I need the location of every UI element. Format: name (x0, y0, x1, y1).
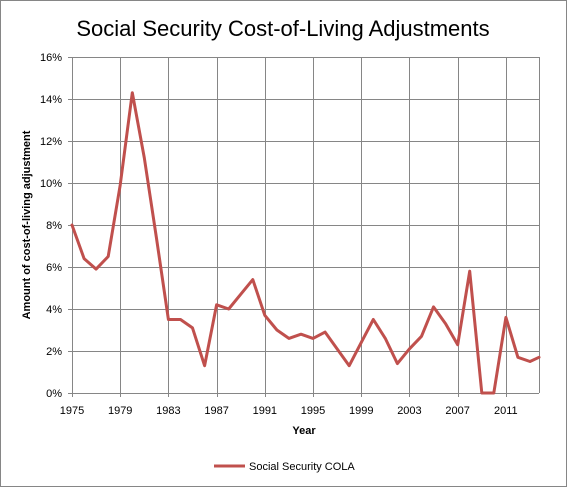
x-axis-tick-labels: 1975 1979 1983 1987 1991 1995 1999 2003 2007 2011 (60, 405, 518, 417)
gridlines (68, 57, 540, 397)
y-tick-label: 6% (46, 262, 62, 274)
x-tick-label: 2007 (445, 405, 469, 417)
legend-label: Social Security COLA (249, 461, 355, 473)
y-tick-label: 8% (46, 220, 62, 232)
y-tick-label: 12% (40, 136, 62, 148)
chart-title: Social Security Cost-of-Living Adjustmen… (76, 16, 489, 41)
y-tick-label: 4% (46, 304, 62, 316)
x-tick-label: 1983 (156, 405, 180, 417)
y-tick-label: 16% (40, 52, 62, 64)
x-axis-title: Year (292, 425, 316, 437)
legend: Social Security COLA (214, 461, 355, 473)
x-tick-label: 1999 (349, 405, 373, 417)
x-tick-label: 1991 (253, 405, 277, 417)
x-tick-label: 2003 (397, 405, 421, 417)
y-axis-title: Amount of cost-of-living adjustment (21, 130, 33, 319)
series-layer (70, 91, 541, 395)
x-tick-label: 1987 (204, 405, 228, 417)
series-line-social-security-cola (70, 91, 541, 395)
y-axis-tick-labels: 0% 2% 4% 6% 8% 10% 12% 14% 16% (40, 52, 62, 400)
x-tick-label: 1995 (301, 405, 325, 417)
x-tick-label: 2011 (494, 405, 518, 417)
y-tick-label: 14% (40, 94, 62, 106)
y-tick-label: 2% (46, 346, 62, 358)
x-tick-label: 1979 (108, 405, 132, 417)
x-tick-label: 1975 (60, 405, 84, 417)
y-tick-label: 0% (46, 388, 62, 400)
y-tick-label: 10% (40, 178, 62, 190)
